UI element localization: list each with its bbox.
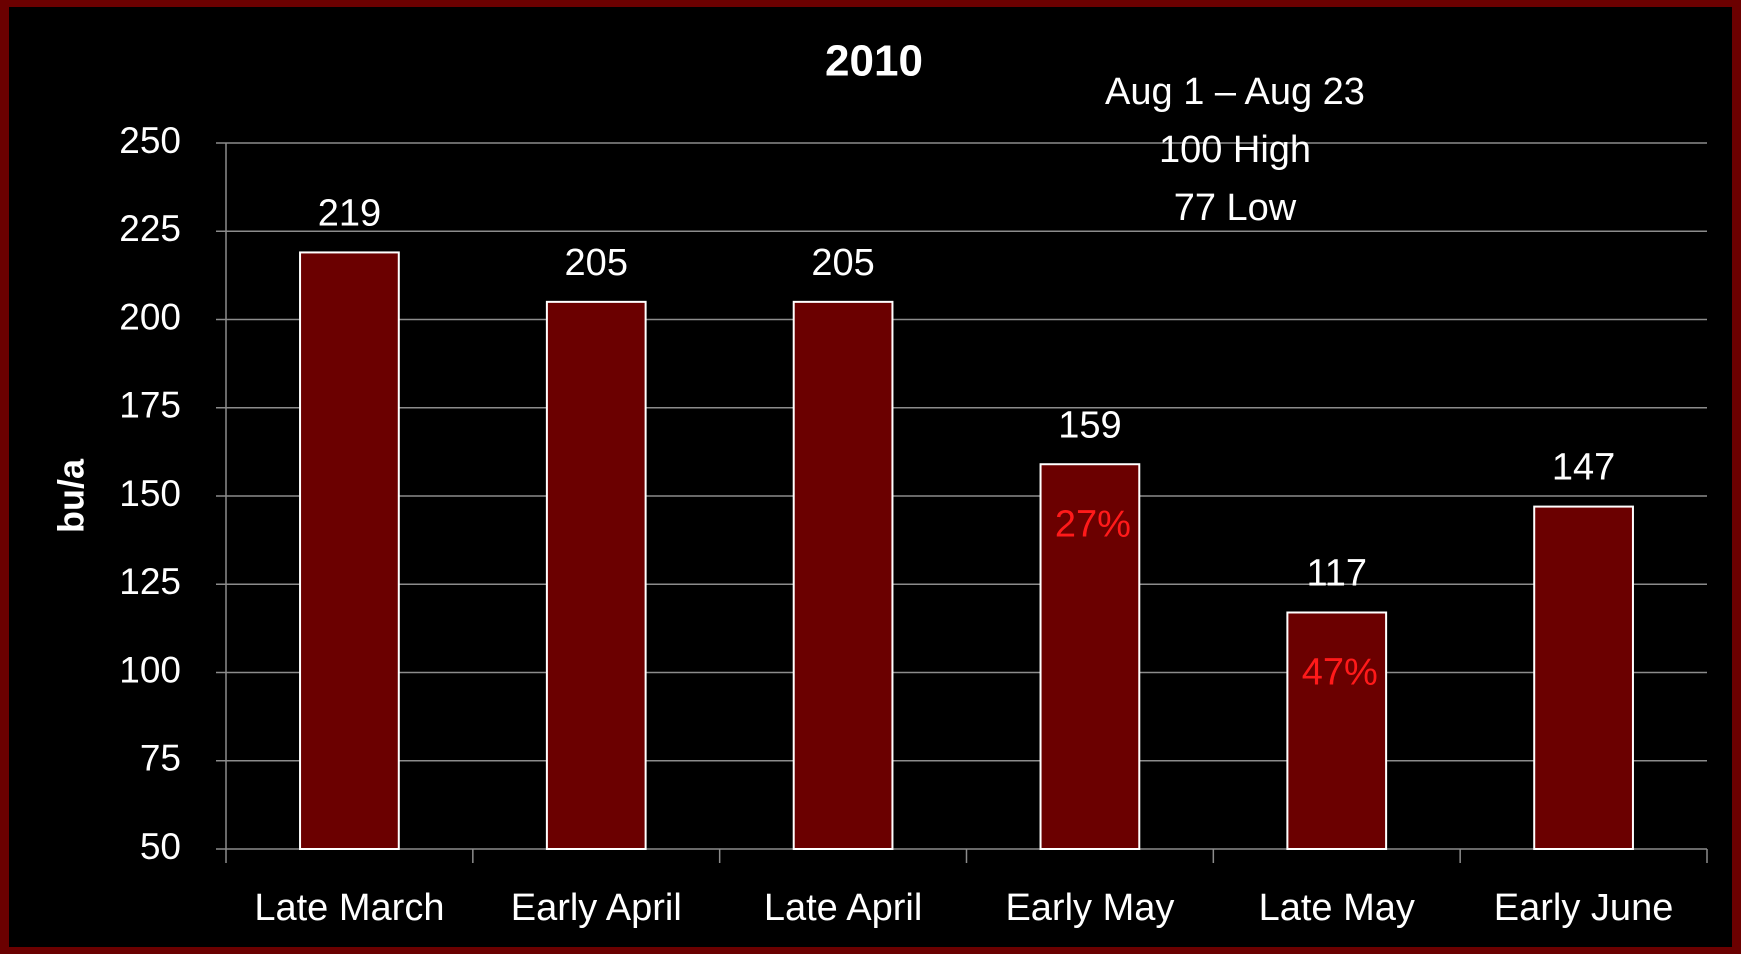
bar [792,300,894,851]
data-label: 219 [318,192,381,234]
y-tick-label: 250 [119,120,181,161]
data-label: 205 [565,242,628,284]
x-tick-label: Late April [764,887,922,929]
y-tick-label: 50 [140,826,181,867]
data-label: 147 [1552,447,1615,489]
chart-title: 2010 [825,37,923,86]
annotation: Aug 1 – Aug 23 [1105,71,1365,113]
bar [1039,463,1141,850]
y-tick-label: 100 [119,649,181,690]
bar-note: 47% [1302,652,1378,694]
y-tick-label: 125 [119,561,181,602]
y-tick-label: 75 [140,738,181,779]
x-tick-label: Early June [1494,887,1674,929]
annotation: 100 High [1159,129,1311,171]
x-tick-label: Late May [1259,887,1415,929]
x-tick-label: Late March [254,887,444,929]
annotation: 77 Low [1174,187,1297,229]
x-tick-label: Early April [511,887,682,929]
x-tick-label: Early May [1005,887,1174,929]
y-tick-label: 175 [119,385,181,426]
bar [1533,505,1634,850]
data-label: 205 [811,242,874,284]
bar-note: 27% [1055,503,1131,545]
data-label: 117 [1306,553,1367,595]
bar [299,251,400,850]
y-axis-label: bu/a [51,458,92,533]
bar [545,300,647,851]
data-label: 159 [1058,404,1121,446]
y-tick-label: 225 [119,208,181,249]
y-tick-label: 150 [119,473,181,514]
bar [1286,611,1388,850]
y-tick-label: 200 [119,296,181,337]
